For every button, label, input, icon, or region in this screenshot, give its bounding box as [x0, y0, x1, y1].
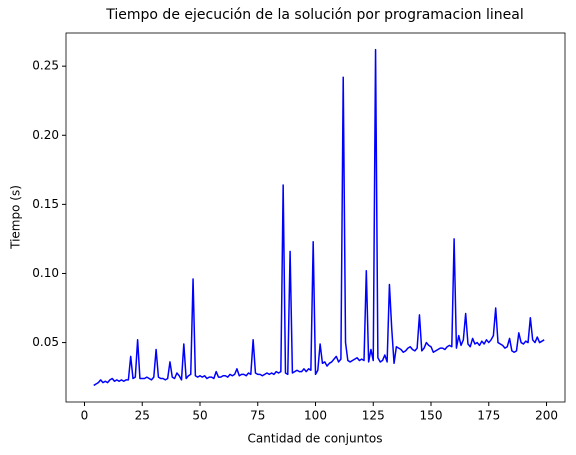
y-axis-label: Tiempo (s): [9, 185, 23, 250]
x-tick-label: 200: [535, 409, 558, 423]
x-tick-label: 175: [477, 409, 500, 423]
x-tick-label: 75: [250, 409, 265, 423]
y-tick-label: 0.25: [32, 59, 59, 73]
x-tick-label: 150: [420, 409, 443, 423]
y-tick-label: 0.10: [32, 266, 59, 280]
x-tick-label: 0: [81, 409, 89, 423]
y-tick-label: 0.05: [32, 335, 59, 349]
chart-title: Tiempo de ejecución de la solución por p…: [105, 7, 523, 23]
x-tick-label: 125: [362, 409, 385, 423]
x-tick-label: 25: [135, 409, 150, 423]
plot-frame: [65, 32, 566, 403]
y-tick-label: 0.15: [32, 197, 59, 211]
x-axis-label: Cantidad de conjuntos: [248, 432, 383, 446]
x-tick-label: 100: [304, 409, 327, 423]
y-tick-label: 0.20: [32, 128, 59, 142]
x-tick-label: 50: [192, 409, 207, 423]
data-line: [93, 48, 545, 387]
